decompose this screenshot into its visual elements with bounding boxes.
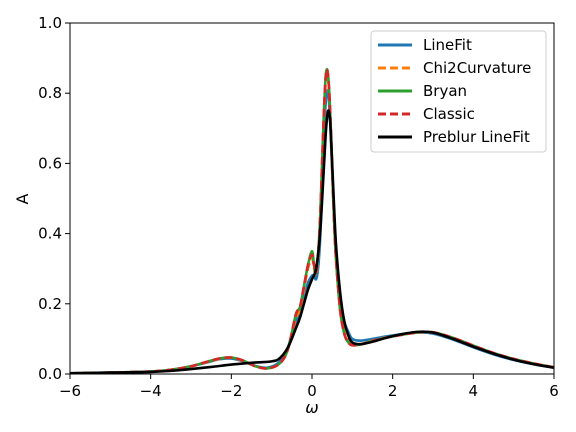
legend-box [370, 30, 547, 153]
series-layer [70, 67, 554, 374]
y-axis-label: A [13, 193, 32, 204]
y-tick-label: 0.0 [38, 365, 62, 383]
legend-label-chi2curvature: Chi2Curvature [423, 59, 531, 77]
legend-label-bryan: Bryan [423, 82, 467, 100]
series-line-preblur-linefit [70, 109, 554, 374]
x-axis-label: ω [305, 398, 318, 417]
y-tick-label: 0.2 [38, 295, 62, 313]
x-tick-label: −6 [59, 382, 81, 400]
x-tick-label: −4 [140, 382, 162, 400]
y-tick-label: 0.6 [38, 154, 62, 172]
x-axis-ticks: −6 −4 −2 0 2 4 6 [59, 374, 559, 400]
x-tick-label: −2 [220, 382, 242, 400]
legend: LineFit Chi2Curvature Bryan Classic Preblur … [370, 30, 547, 153]
legend-label-preblur-linefit: Preblur LineFit [423, 128, 530, 146]
x-tick-label: 4 [469, 382, 479, 400]
x-tick-label: 6 [549, 382, 559, 400]
x-tick-label: 2 [388, 382, 398, 400]
legend-label-classic: Classic [423, 105, 475, 123]
y-tick-label: 0.4 [38, 225, 62, 243]
x-tick-label: 0 [307, 382, 317, 400]
y-axis-ticks: 0.0 0.2 0.4 0.6 0.8 1.0 [38, 14, 70, 383]
y-tick-label: 1.0 [38, 14, 62, 32]
legend-label-linefit: LineFit [423, 36, 472, 54]
y-tick-label: 0.8 [38, 84, 62, 102]
